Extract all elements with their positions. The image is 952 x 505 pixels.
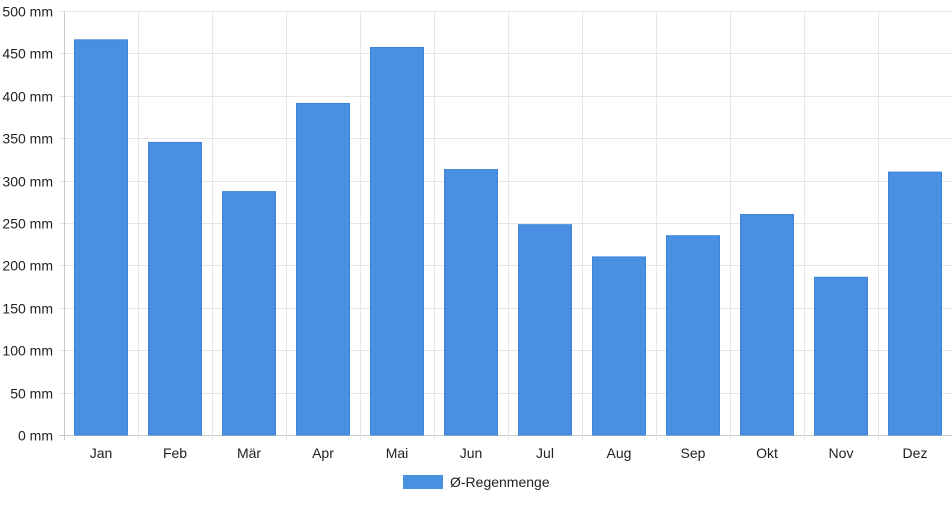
y-tick-label: 500 mm (2, 4, 53, 20)
x-tick-label: Okt (756, 445, 778, 461)
bar[interactable] (518, 224, 572, 436)
bar[interactable] (222, 191, 276, 436)
x-axis: Jan Feb Mär Apr Mai Jun Jul Aug Sep Okt Nov Dez (90, 445, 928, 461)
bar[interactable] (148, 141, 202, 436)
y-tick-label: 150 mm (2, 301, 53, 317)
y-tick-label: 100 mm (2, 343, 53, 359)
y-tick-label: 200 mm (2, 258, 53, 274)
x-tick-label: Jan (90, 445, 113, 461)
legend[interactable]: Ø-Regenmenge (403, 474, 550, 490)
bar[interactable] (740, 214, 794, 436)
x-tick-label: Aug (607, 445, 632, 461)
x-tick-label: Mär (237, 445, 261, 461)
y-axis: 0 mm 50 mm 100 mm 150 mm 200 mm 250 mm 300 mm 3… (2, 4, 53, 444)
y-tick-label: 450 mm (2, 46, 53, 62)
legend-label[interactable]: Ø-Regenmenge (450, 474, 550, 490)
x-tick-label: Jul (536, 445, 554, 461)
bar[interactable] (666, 235, 720, 436)
y-tick-label: 0 mm (18, 428, 53, 444)
x-tick-label: Dez (903, 445, 928, 461)
bar[interactable] (888, 171, 942, 436)
x-tick-label: Feb (163, 445, 187, 461)
bar[interactable] (814, 276, 868, 436)
y-tick-label: 50 mm (10, 386, 53, 402)
bar[interactable] (74, 39, 128, 436)
y-tick-label: 300 mm (2, 174, 53, 190)
bars-layer (74, 39, 942, 436)
x-tick-label: Jun (460, 445, 483, 461)
legend-swatch[interactable] (403, 475, 443, 489)
bar[interactable] (296, 102, 350, 436)
x-tick-label: Apr (312, 445, 334, 461)
bar[interactable] (592, 256, 646, 436)
y-tick-label: 250 mm (2, 216, 53, 232)
bar[interactable] (444, 169, 498, 436)
x-tick-label: Sep (681, 445, 706, 461)
x-tick-label: Mai (386, 445, 409, 461)
y-tick-label: 400 mm (2, 89, 53, 105)
y-tick-label: 350 mm (2, 131, 53, 147)
bar[interactable] (370, 46, 424, 436)
grid-layer (59, 11, 952, 440)
x-tick-label: Nov (829, 445, 854, 461)
